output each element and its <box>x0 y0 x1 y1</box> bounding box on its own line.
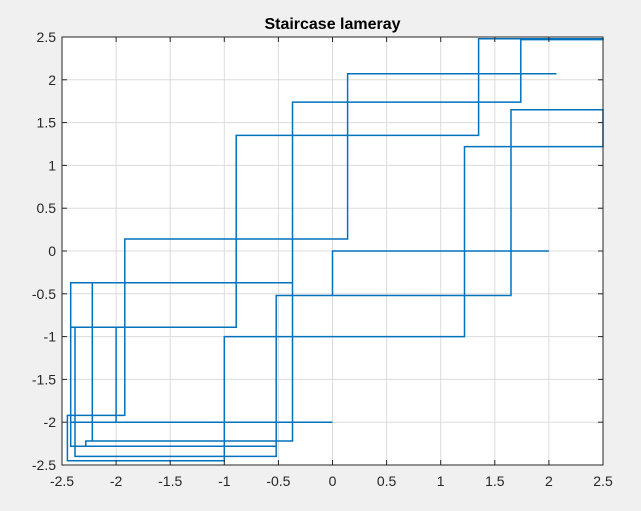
x-tick-label: 2 <box>545 473 553 489</box>
y-tick-label: -1 <box>44 329 57 345</box>
y-tick-label: 1.5 <box>37 115 57 131</box>
x-tick-label: 1.5 <box>485 473 505 489</box>
x-tick-label: -0.5 <box>266 473 290 489</box>
y-tick-label: 0.5 <box>37 200 57 216</box>
y-tick-label: 1 <box>48 157 56 173</box>
chart-title: Staircase lameray <box>264 16 400 33</box>
x-tick-label: 0.5 <box>377 473 397 489</box>
ticks: -2.5 -2 -1.5 -1 -0.5 0 0.5 1 1.5 2 2.5 -2.5 -2 -1.5 -1… <box>32 29 613 489</box>
y-tick-label: 0 <box>48 243 56 259</box>
x-tick-label: 1 <box>437 473 445 489</box>
y-tick-label: -2.5 <box>32 457 56 473</box>
y-tick-label: -2 <box>44 414 57 430</box>
x-tick-label: -2.5 <box>50 473 74 489</box>
x-tick-label: 0 <box>329 473 337 489</box>
y-tick-label: 2.5 <box>37 29 57 45</box>
x-tick-label: -1.5 <box>158 473 182 489</box>
y-tick-label: 2 <box>48 72 56 88</box>
y-tick-label: -0.5 <box>32 286 56 302</box>
series-line-1 <box>66 37 604 462</box>
series-layer <box>66 37 604 462</box>
x-tick-label: -2 <box>110 473 123 489</box>
y-tick-label: -1.5 <box>32 371 56 387</box>
x-tick-label: 2.5 <box>593 473 613 489</box>
x-tick-label: -1 <box>218 473 231 489</box>
